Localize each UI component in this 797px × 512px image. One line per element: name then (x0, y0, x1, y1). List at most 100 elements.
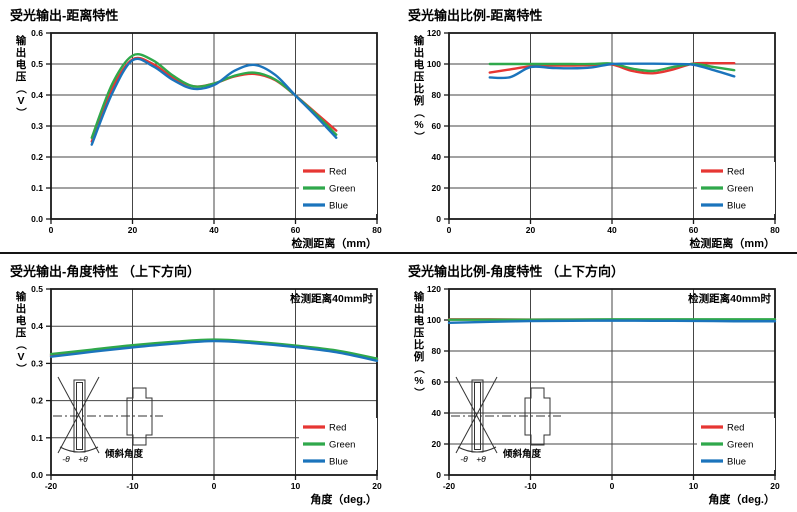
sensor-profile (126, 387, 153, 446)
svg-text:-20: -20 (45, 481, 58, 491)
svg-text:电: 电 (16, 314, 27, 327)
axis-ticks (444, 32, 776, 224)
svg-text:40: 40 (607, 225, 617, 235)
plus-theta-label: +θ (78, 454, 88, 464)
series-line-green (49, 338, 379, 360)
svg-text:压: 压 (16, 71, 27, 83)
series-lines (447, 318, 777, 324)
tick-labels: 0.0 0.1 0.2 0.3 0.4 0.5 -20 -10 0 10 20 (31, 284, 382, 491)
tilt-line-negative (57, 376, 100, 454)
axis-ticks (46, 288, 378, 480)
svg-text:0.4: 0.4 (31, 90, 43, 100)
svg-text:0: 0 (436, 470, 441, 480)
legend-label-blue: Blue (727, 457, 746, 468)
svg-text:0: 0 (610, 481, 615, 491)
svg-text:80: 80 (372, 225, 382, 235)
svg-text:80: 80 (770, 225, 780, 235)
svg-text:压: 压 (16, 327, 27, 339)
svg-text:-10: -10 (524, 481, 537, 491)
legend-label-blue: Blue (329, 457, 348, 468)
legend-label-red: Red (727, 167, 744, 178)
tilt-angle-diagram (451, 376, 561, 454)
svg-text:输: 输 (16, 290, 27, 303)
svg-text:10: 10 (291, 481, 301, 491)
svg-text:V: V (17, 95, 24, 107)
svg-text:60: 60 (291, 225, 301, 235)
svg-text:）: ） (15, 363, 28, 374)
svg-text:40: 40 (432, 408, 442, 418)
chart-title: 受光输出-角度特性 （上下方向） (10, 264, 200, 279)
x-axis-label: 角度（deg.） (310, 492, 377, 506)
svg-text:）: ） (413, 131, 426, 142)
minus-theta-label: -θ (62, 454, 70, 464)
svg-text:比: 比 (414, 338, 425, 351)
svg-text:40: 40 (209, 225, 219, 235)
svg-text:例: 例 (414, 94, 425, 107)
svg-text:-10: -10 (126, 481, 139, 491)
svg-text:0.3: 0.3 (31, 358, 43, 368)
series-line-blue (447, 319, 777, 324)
chart-panel-output-angle: 受光输出-角度特性 （上下方向） -θ +θ 倾斜角度 0.0 0.1 0.2 0.3 0.4… (0, 256, 398, 512)
tilt-angle-labels: -θ +θ 倾斜角度 (460, 448, 541, 464)
series-lines (90, 53, 338, 146)
plus-theta-label: +θ (476, 454, 486, 464)
legend: Red Green Blue (697, 162, 775, 214)
svg-text:0: 0 (49, 225, 54, 235)
svg-text:（: （ (413, 107, 426, 118)
svg-text:0.0: 0.0 (31, 214, 43, 224)
svg-text:0.2: 0.2 (31, 152, 43, 162)
svg-text:%: % (414, 119, 424, 131)
legend-label-blue: Blue (727, 201, 746, 212)
svg-text:输: 输 (16, 34, 27, 47)
minus-theta-label: -θ (460, 454, 468, 464)
svg-text:0.2: 0.2 (31, 396, 43, 406)
angle-arc (59, 446, 99, 453)
tilt-angle-caption: 倾斜角度 (104, 448, 144, 460)
svg-text:0.5: 0.5 (31, 59, 43, 69)
legend-label-green: Green (727, 184, 753, 195)
chart-panel-output-distance: 受光输出-距离特性 0.0 0.1 0.2 0.3 0.4 0.5 0.6 0 20 40 60 80… (0, 0, 398, 253)
svg-text:输: 输 (414, 34, 425, 47)
chart-title: 受光输出-距离特性 (10, 8, 119, 23)
chart-panel-ratio-distance: 受光输出比例-距离特性 0 20 40 60 80 100 120 0 20 40 60 80 输出电压… (398, 0, 797, 253)
svg-text:（: （ (413, 363, 426, 374)
svg-text:%: % (414, 375, 424, 387)
svg-text:0.6: 0.6 (31, 28, 43, 38)
svg-text:100: 100 (427, 59, 441, 69)
svg-text:（: （ (15, 83, 28, 94)
svg-text:120: 120 (427, 284, 441, 294)
chart-title: 受光输出比例-角度特性 （上下方向） (408, 264, 624, 279)
svg-text:出: 出 (414, 302, 425, 315)
annotation-label: 检测距离40mm时 (290, 292, 373, 305)
legend-label-red: Red (329, 423, 346, 434)
series-line-blue (488, 62, 736, 80)
svg-text:120: 120 (427, 28, 441, 38)
svg-text:60: 60 (432, 121, 442, 131)
svg-text:0: 0 (447, 225, 452, 235)
tilt-angle-diagram (53, 376, 163, 454)
svg-text:60: 60 (689, 225, 699, 235)
svg-text:压: 压 (414, 327, 425, 339)
tick-labels: 0 20 40 60 80 100 120 -20 -10 0 10 20 (427, 284, 780, 491)
beam-rect-inner (76, 382, 83, 450)
svg-text:）: ） (15, 107, 28, 118)
x-axis-label: 角度（deg.） (708, 492, 775, 506)
chart-title: 受光输出比例-距离特性 (408, 8, 543, 23)
svg-text:20: 20 (372, 481, 382, 491)
svg-text:0.1: 0.1 (31, 183, 43, 193)
svg-text:0: 0 (212, 481, 217, 491)
svg-text:80: 80 (432, 90, 442, 100)
svg-text:（: （ (15, 339, 28, 350)
svg-text:0.1: 0.1 (31, 433, 43, 443)
tilt-line-negative (455, 376, 498, 454)
legend: Red Green Blue (299, 162, 377, 214)
svg-text:出: 出 (16, 302, 27, 315)
series-lines (488, 61, 736, 80)
axis-ticks (46, 32, 378, 224)
angle-arc (457, 446, 497, 453)
svg-text:80: 80 (432, 346, 442, 356)
svg-text:电: 电 (414, 314, 425, 327)
